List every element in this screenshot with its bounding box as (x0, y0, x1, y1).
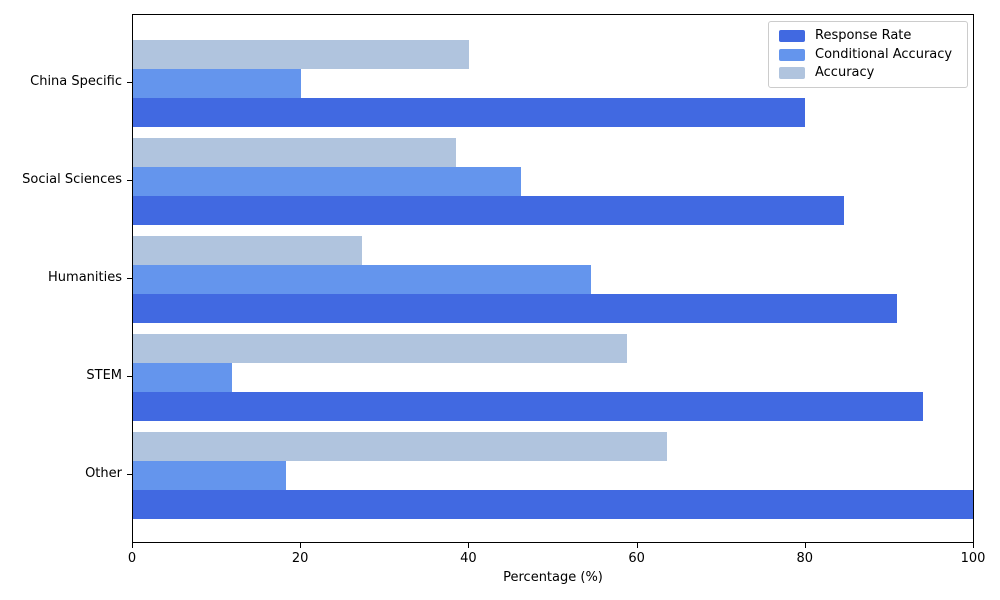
x-tick-label-60: 60 (628, 551, 645, 566)
bar-china-specific-accuracy (133, 39, 469, 69)
legend-item-conditional-accuracy: Conditional Accuracy (779, 47, 957, 63)
bar-china-specific-response-rate (133, 97, 805, 127)
legend-label: Accuracy (815, 65, 875, 81)
x-tick-label-20: 20 (291, 551, 309, 566)
legend-swatch-icon (779, 29, 805, 42)
bar-stem-accuracy (133, 333, 627, 363)
bar-other-response-rate (133, 489, 973, 519)
x-tick-label-0: 0 (127, 551, 137, 566)
y-tick-mark (127, 278, 132, 279)
x-tick-mark (300, 543, 302, 548)
bar-other-accuracy (133, 431, 667, 461)
bar-stem-response-rate (133, 391, 923, 421)
x-tick-mark (132, 543, 133, 548)
x-tick-label-40: 40 (460, 551, 477, 566)
x-tick-mark (973, 543, 974, 548)
bar-humanities-response-rate (133, 293, 897, 323)
y-tick-label-china-specific: China Specific (30, 74, 122, 89)
bar-social-sciences-conditional-accuracy (133, 166, 521, 196)
y-tick-label-humanities: Humanities (48, 270, 122, 285)
legend-item-response-rate: Response Rate (779, 28, 957, 44)
legend-label: Response Rate (815, 27, 912, 43)
x-tick-label-100: 100 (960, 551, 986, 566)
legend: Response Rate Conditional Accuracy Accurac… (768, 21, 968, 88)
y-tick-mark (127, 180, 132, 181)
bar-other-conditional-accuracy (133, 460, 286, 490)
legend-label: Conditional Accuracy (815, 46, 953, 62)
bar-social-sciences-response-rate (133, 195, 844, 225)
y-tick-label-social-sciences: Social Sciences (22, 172, 122, 187)
legend-swatch-icon (779, 67, 805, 80)
legend-swatch-icon (779, 48, 805, 61)
bar-stem-conditional-accuracy (133, 362, 232, 392)
bar-china-specific-conditional-accuracy (133, 68, 301, 98)
y-tick-mark (127, 376, 132, 377)
y-tick-label-stem: STEM (86, 368, 122, 383)
bar-humanities-conditional-accuracy (133, 264, 591, 294)
y-tick-mark (127, 82, 132, 83)
plot-area (132, 14, 974, 543)
x-tick-label-80: 80 (796, 551, 814, 566)
x-tick-mark (636, 543, 638, 548)
x-axis-label: Percentage (%) (503, 570, 603, 585)
y-tick-label-other: Other (85, 466, 122, 481)
bar-humanities-accuracy (133, 235, 362, 265)
x-tick-mark (468, 543, 470, 548)
legend-item-accuracy: Accuracy (779, 65, 957, 81)
y-tick-mark (127, 474, 132, 475)
x-tick-mark (804, 543, 806, 548)
bar-social-sciences-accuracy (133, 137, 456, 167)
